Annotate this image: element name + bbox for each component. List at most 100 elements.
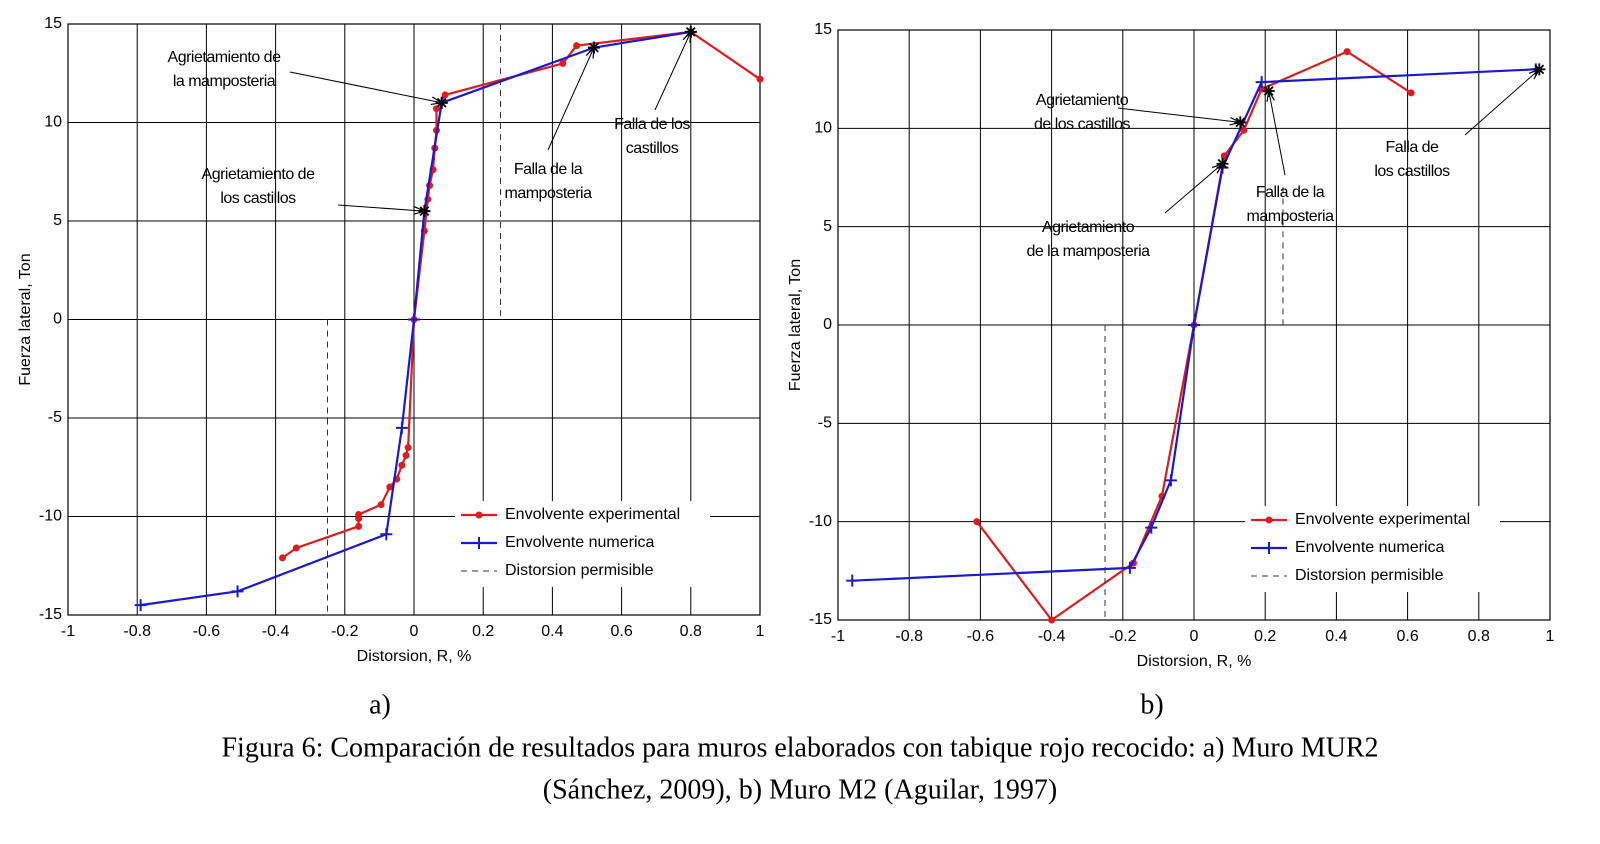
legend-label: Envolvente numerica (1295, 539, 1445, 556)
data-point (1145, 521, 1158, 534)
annotation-text: Falla de los (614, 116, 690, 133)
annotation-star (587, 41, 600, 54)
data-point (279, 554, 287, 562)
annotation-arrow (1164, 163, 1223, 214)
x-tick-label: -0.6 (193, 623, 221, 640)
x-tick-label: 0.8 (680, 623, 702, 640)
annotation-arrow (654, 31, 692, 111)
data-point (380, 528, 393, 541)
annotation-star (1216, 157, 1229, 170)
data-point (559, 59, 567, 67)
x-tick-label: 0.2 (1254, 628, 1276, 645)
annotation-star (1533, 63, 1546, 76)
data-point (134, 599, 147, 612)
y-tick-label: 15 (44, 15, 62, 32)
series-line (281, 30, 761, 559)
annotation-star (1234, 116, 1247, 129)
annotation-text: Agrietamiento (1042, 219, 1135, 236)
data-point (973, 518, 981, 526)
legend-label: Distorsion permisible (505, 562, 654, 579)
annotation-arrow (289, 71, 442, 104)
annotation-text: Agrietamiento de (168, 49, 282, 66)
y-tick-label: 5 (53, 212, 62, 229)
data-point (473, 537, 485, 549)
data-point (377, 501, 385, 509)
annotation-text: mamposteria (1247, 208, 1335, 225)
x-tick-label: 0.8 (1468, 628, 1490, 645)
data-point (1048, 616, 1056, 624)
data-point (1164, 474, 1177, 487)
x-tick-label: 1 (756, 623, 765, 640)
data-point (441, 91, 449, 99)
y-tick-label: -10 (809, 513, 832, 530)
annotation-text: Agrietamiento de (202, 166, 316, 183)
annotation-arrow (1268, 90, 1286, 176)
annotation-arrow (547, 47, 595, 151)
y-tick-label: 0 (53, 311, 62, 328)
x-tick-label: -1 (831, 628, 845, 645)
y-tick-label: -10 (39, 508, 62, 525)
data-point (1188, 319, 1200, 331)
y-tick-label: -15 (809, 611, 832, 628)
data-point (1343, 48, 1351, 56)
x-tick-label: 0.6 (1396, 628, 1418, 645)
y-tick-label: 5 (823, 218, 832, 235)
legend-label: Distorsion permisible (1295, 567, 1444, 584)
x-tick-label: -0.8 (123, 623, 151, 640)
annotation-text: de los castillos (1034, 116, 1131, 133)
data-point (846, 574, 859, 587)
x-tick-label: 0.2 (472, 623, 494, 640)
subplot-label: b) (1140, 689, 1163, 720)
plot: -1 -0.8 -0.6 -0.4 -0.2 0 0.2 0.4 0.6 0.8 1 -15 -10 -5… (787, 21, 1554, 720)
caption-line: Figura 6: Comparación de resultados para… (221, 732, 1378, 763)
x-tick-label: -0.2 (331, 623, 359, 640)
data-point (386, 483, 394, 491)
annotation-text: los castillos (220, 190, 296, 207)
annotation-text: castillos (626, 140, 679, 157)
plot-frame (67, 23, 761, 616)
y-tick-label: -5 (48, 409, 62, 426)
x-tick-label: -1 (61, 623, 75, 640)
annotation-star (1262, 84, 1275, 97)
annotation-text: Falla de la (514, 161, 583, 178)
data-point (573, 42, 581, 50)
y-tick-label: 15 (814, 21, 832, 38)
y-tick-label: -15 (39, 606, 62, 623)
x-tick-label: -0.4 (262, 623, 290, 640)
plot-frame (837, 29, 1551, 621)
data-point (1240, 126, 1248, 134)
x-tick-label: 0 (410, 623, 419, 640)
annotation-arrow (1464, 68, 1540, 136)
series-line (1104, 187, 1284, 620)
annotation-text: Falla de (1386, 139, 1440, 156)
legend-label: Envolvente numerica (505, 534, 655, 551)
x-tick-label: 0 (1190, 628, 1199, 645)
x-tick-label: 0.4 (1325, 628, 1347, 645)
annotation-text: Agrietamiento (1036, 92, 1129, 109)
data-point (402, 451, 410, 459)
series-line (852, 68, 1536, 582)
x-axis-label: Distorsion, R, % (357, 648, 472, 665)
y-axis-label: Fuerza lateral, Ton (787, 259, 804, 391)
annotation-star (418, 205, 431, 218)
annotation-text: de la mamposteria (1026, 243, 1150, 260)
data-point (398, 461, 406, 469)
x-tick-label: -0.6 (967, 628, 995, 645)
y-tick-label: 10 (814, 120, 832, 137)
legend-label: Envolvente experimental (505, 506, 680, 523)
annotation-star (684, 25, 697, 38)
y-tick-label: -5 (818, 415, 832, 432)
data-point (1255, 76, 1268, 89)
data-point (1123, 561, 1136, 574)
data-point (292, 544, 300, 552)
annotation-text: Falla de la (1256, 184, 1325, 201)
data-point (408, 313, 420, 326)
data-point (475, 511, 483, 519)
x-tick-label: -0.8 (895, 628, 923, 645)
x-tick-label: 0.6 (610, 623, 632, 640)
annotation-text: los castillos (1374, 163, 1450, 180)
data-point (355, 522, 363, 530)
subplot-label: a) (369, 689, 391, 720)
legend-box (455, 501, 710, 587)
